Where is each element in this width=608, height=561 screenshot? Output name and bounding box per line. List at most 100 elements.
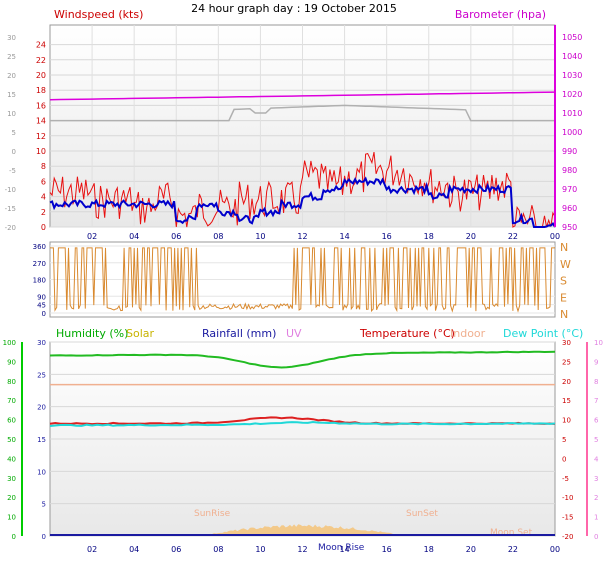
wind-gust-line (49, 152, 556, 228)
temp-tick-label: 0 (562, 455, 566, 463)
uv-tick-label: 4 (594, 455, 599, 463)
humidity-tick-label: 100 (3, 339, 16, 347)
barometer-tick-label: 980 (562, 166, 577, 175)
direction-tick-label: 270 (33, 260, 46, 268)
direction-tick-label: 0 (42, 310, 46, 318)
barometer-tick-label: 960 (562, 204, 577, 213)
legend-rainfall: Rainfall (mm) (202, 327, 276, 340)
temp-tick-label: 30 (562, 339, 571, 347)
wind-x-tick-label: 04 (129, 232, 139, 241)
wind-y-tick-label: 6 (41, 177, 46, 186)
humidity-tick-label: 10 (7, 514, 16, 522)
barometer-tick-label: 1020 (562, 90, 582, 99)
legend-solar: Solar (126, 327, 155, 340)
temp-x-tick-label: 18 (424, 545, 434, 554)
direction-tick-label: 180 (33, 277, 46, 285)
temp-tick-label: -10 (562, 494, 573, 502)
wind-left-tick-label: -5 (9, 167, 16, 175)
temp-x-tick-label: 00 (550, 545, 560, 554)
barometer-label: Barometer (hpa) (455, 8, 546, 21)
rain-tick-label: 15 (37, 436, 46, 444)
wind-average-line (49, 176, 556, 228)
legend-humidity: Humidity (%) (56, 327, 128, 340)
uv-tick-label: 10 (594, 339, 603, 347)
uv-tick-label: 7 (594, 397, 598, 405)
wind-direction-line (50, 247, 555, 313)
sunrise-label: SunRise (194, 509, 231, 519)
wind-y-tick-label: 2 (41, 208, 46, 217)
rain-tick-label: 5 (42, 501, 46, 509)
wind-x-tick-label: 14 (339, 232, 349, 241)
barometer-tick-label: 950 (562, 223, 577, 232)
wind-left-tick-label: 30 (7, 34, 16, 42)
legend-indoor: Indoor (450, 327, 486, 340)
humidity-tick-label: 20 (7, 494, 16, 502)
wind-left-tick-label: -20 (5, 224, 16, 232)
wind-left-tick-label: 0 (12, 148, 16, 156)
wind-y-tick-label: 18 (36, 86, 46, 95)
direction-tick-label: 360 (33, 243, 46, 251)
barometer-tick-label: 1030 (562, 71, 582, 80)
humidity-tick-label: 90 (7, 358, 16, 366)
temp-x-tick-label: 16 (382, 545, 392, 554)
direction-tick-label: 45 (37, 302, 46, 310)
uv-tick-label: 8 (594, 378, 598, 386)
wind-y-tick-label: 8 (41, 162, 46, 171)
rain-tick-label: 0 (42, 533, 46, 541)
chart-title: 24 hour graph day : 19 October 2015 (191, 2, 397, 15)
temp-x-tick-label: 14 (339, 545, 349, 554)
humidity-tick-label: 60 (7, 417, 16, 425)
humidity-tick-label: 30 (7, 475, 16, 483)
wind-y-tick-label: 12 (36, 132, 46, 141)
wind-left-tick-label: 10 (7, 110, 16, 118)
temp-x-tick-label: 10 (255, 545, 265, 554)
humidity-tick-label: 80 (7, 378, 16, 386)
rain-tick-label: 20 (37, 404, 46, 412)
wind-x-tick-label: 18 (424, 232, 434, 241)
uv-tick-label: 2 (594, 494, 598, 502)
humidity-line (49, 350, 556, 369)
wind-x-tick-label: 22 (508, 232, 518, 241)
temp-x-tick-label: 06 (171, 545, 181, 554)
legend-temperature: Temperature (°C) (359, 327, 455, 340)
temp-x-tick-label: 08 (213, 545, 223, 554)
wind-x-tick-label: 10 (255, 232, 265, 241)
wind-y-tick-label: 20 (36, 71, 46, 80)
wind-left-tick-label: 20 (7, 72, 16, 80)
wind-label: Windspeed (kts) (54, 8, 143, 21)
rain-tick-label: 25 (37, 371, 46, 379)
wind-left-tick-label: 25 (7, 53, 16, 61)
temp-tick-label: 20 (562, 378, 571, 386)
wind-x-tick-label: 20 (466, 232, 476, 241)
barometer-tick-label: 970 (562, 185, 577, 194)
wind-y-tick-label: 0 (41, 223, 46, 232)
temp-tick-label: -15 (562, 514, 573, 522)
temp-tick-label: 10 (562, 417, 571, 425)
barometer-tick-label: 1000 (562, 128, 582, 137)
wind-left-tick-label: -15 (5, 205, 16, 213)
wind-x-tick-label: 02 (87, 232, 97, 241)
wind-left-tick-label: -10 (5, 186, 16, 194)
humidity-tick-label: 0 (12, 533, 16, 541)
compass-label: N (560, 308, 568, 321)
moonrise-label: Moon Rise (318, 543, 365, 553)
rain-tick-label: 30 (37, 339, 46, 347)
humidity-tick-label: 70 (7, 397, 16, 405)
sunset-label: SunSet (406, 509, 438, 519)
wind-x-tick-label: 12 (297, 232, 307, 241)
wind-x-tick-label: 06 (171, 232, 181, 241)
wind-left-tick-label: 15 (7, 91, 16, 99)
compass-label: S (560, 275, 567, 288)
temp-tick-label: 5 (562, 436, 566, 444)
uv-tick-label: 3 (594, 475, 598, 483)
uv-tick-label: 0 (594, 533, 598, 541)
uv-tick-label: 5 (594, 436, 598, 444)
humidity-tick-label: 50 (7, 436, 16, 444)
wind-x-tick-label: 08 (213, 232, 223, 241)
legend-uv: UV (286, 327, 302, 340)
wind-y-tick-label: 10 (36, 147, 46, 156)
barometer-line (49, 91, 556, 101)
barometer-tick-label: 1010 (562, 109, 582, 118)
barometer-tick-label: 990 (562, 147, 577, 156)
